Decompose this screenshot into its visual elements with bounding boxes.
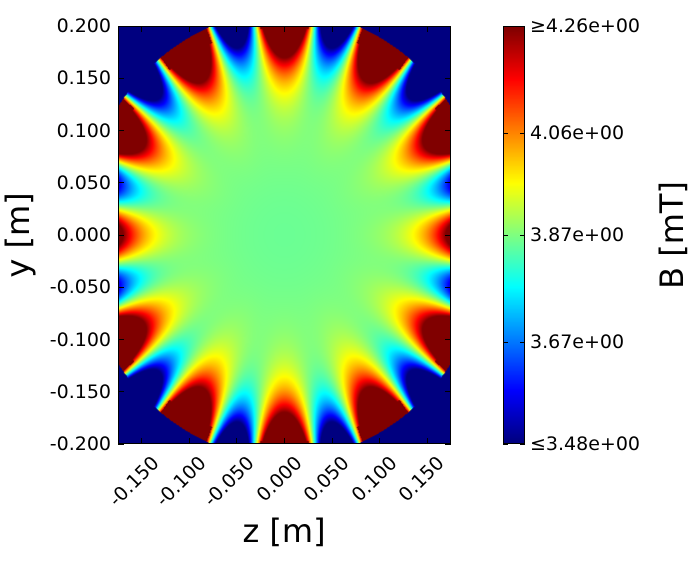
- y-tick-mark: [118, 391, 124, 393]
- heatmap-plot-area: [118, 26, 451, 444]
- x-tick-mark: [188, 438, 190, 444]
- colorbar-tick-mark: [520, 234, 525, 236]
- colorbar-tick-mark: [520, 132, 525, 134]
- y-axis-label: y [m]: [0, 192, 37, 278]
- x-tick-mark: [236, 438, 238, 444]
- y-tick-mark: [118, 286, 124, 288]
- colorbar-tick-mark: [503, 132, 508, 134]
- y-tick-mark: [118, 25, 124, 27]
- x-tick-label: 0.000: [252, 452, 307, 507]
- y-tick-label: 0.100: [56, 119, 111, 142]
- y-tick-mark: [445, 130, 451, 131]
- x-tick-mark: [379, 26, 381, 32]
- x-tick-mark: [284, 26, 285, 32]
- y-tick-label: 0.050: [56, 171, 111, 194]
- y-tick-mark: [118, 443, 124, 445]
- x-tick-mark: [331, 438, 333, 444]
- colorbar-tick-mark: [503, 341, 508, 343]
- x-tick-label: -0.150: [104, 452, 164, 511]
- y-tick-mark: [445, 286, 451, 288]
- x-tick-label: 0.050: [299, 452, 354, 507]
- y-tick-label: -0.150: [49, 380, 111, 403]
- y-tick-mark: [118, 339, 124, 340]
- y-tick-mark: [118, 234, 124, 236]
- colorbar-tick-mark: [503, 25, 508, 27]
- x-tick-mark: [141, 438, 143, 444]
- y-tick-mark: [445, 77, 451, 79]
- colorbar-tick-mark: [520, 443, 525, 445]
- x-tick-mark: [426, 438, 428, 444]
- colorbar-tick-label: ≤3.48e+00: [530, 433, 641, 455]
- colorbar-tick-mark: [520, 341, 525, 343]
- y-tick-mark: [445, 391, 451, 393]
- x-tick-mark: [331, 26, 333, 32]
- y-tick-mark: [118, 77, 124, 79]
- colorbar-tick-mark: [503, 443, 508, 445]
- y-tick-label: -0.050: [49, 276, 111, 299]
- x-tick-label: -0.100: [152, 452, 211, 511]
- y-tick-mark: [118, 182, 124, 184]
- colorbar-tick-mark: [520, 25, 525, 27]
- x-tick-label: 0.150: [394, 452, 449, 507]
- x-tick-label: 0.100: [347, 452, 402, 507]
- y-tick-mark: [118, 130, 124, 131]
- y-tick-label: 0.150: [56, 67, 111, 90]
- heatmap-image: [119, 27, 450, 443]
- colorbar-tick-mark: [503, 234, 508, 236]
- y-tick-mark: [445, 443, 451, 445]
- y-tick-mark: [445, 182, 451, 184]
- colorbar-tick-label: 3.67e+00: [530, 331, 625, 354]
- x-tick-mark: [188, 26, 190, 32]
- colorbar-tick-label: 3.87e+00: [530, 224, 625, 246]
- y-tick-label: -0.100: [49, 328, 111, 351]
- x-tick-mark: [284, 438, 285, 444]
- x-tick-mark: [141, 26, 143, 32]
- x-tick-label: -0.050: [199, 452, 259, 511]
- x-tick-mark: [379, 438, 381, 444]
- y-tick-mark: [445, 234, 451, 236]
- y-tick-label: 0.000: [56, 224, 111, 246]
- colorbar-tick-label: 4.06e+00: [530, 122, 625, 145]
- y-tick-mark: [445, 339, 451, 340]
- colorbar-tick-label: ≥4.26e+00: [530, 15, 641, 37]
- x-tick-mark: [426, 26, 428, 32]
- x-axis-label: z [m]: [242, 512, 326, 550]
- colorbar-label: B [mT]: [653, 181, 691, 289]
- x-tick-mark: [236, 26, 238, 32]
- y-tick-label: 0.200: [56, 15, 111, 37]
- y-tick-label: -0.200: [49, 433, 111, 455]
- y-tick-mark: [445, 25, 451, 27]
